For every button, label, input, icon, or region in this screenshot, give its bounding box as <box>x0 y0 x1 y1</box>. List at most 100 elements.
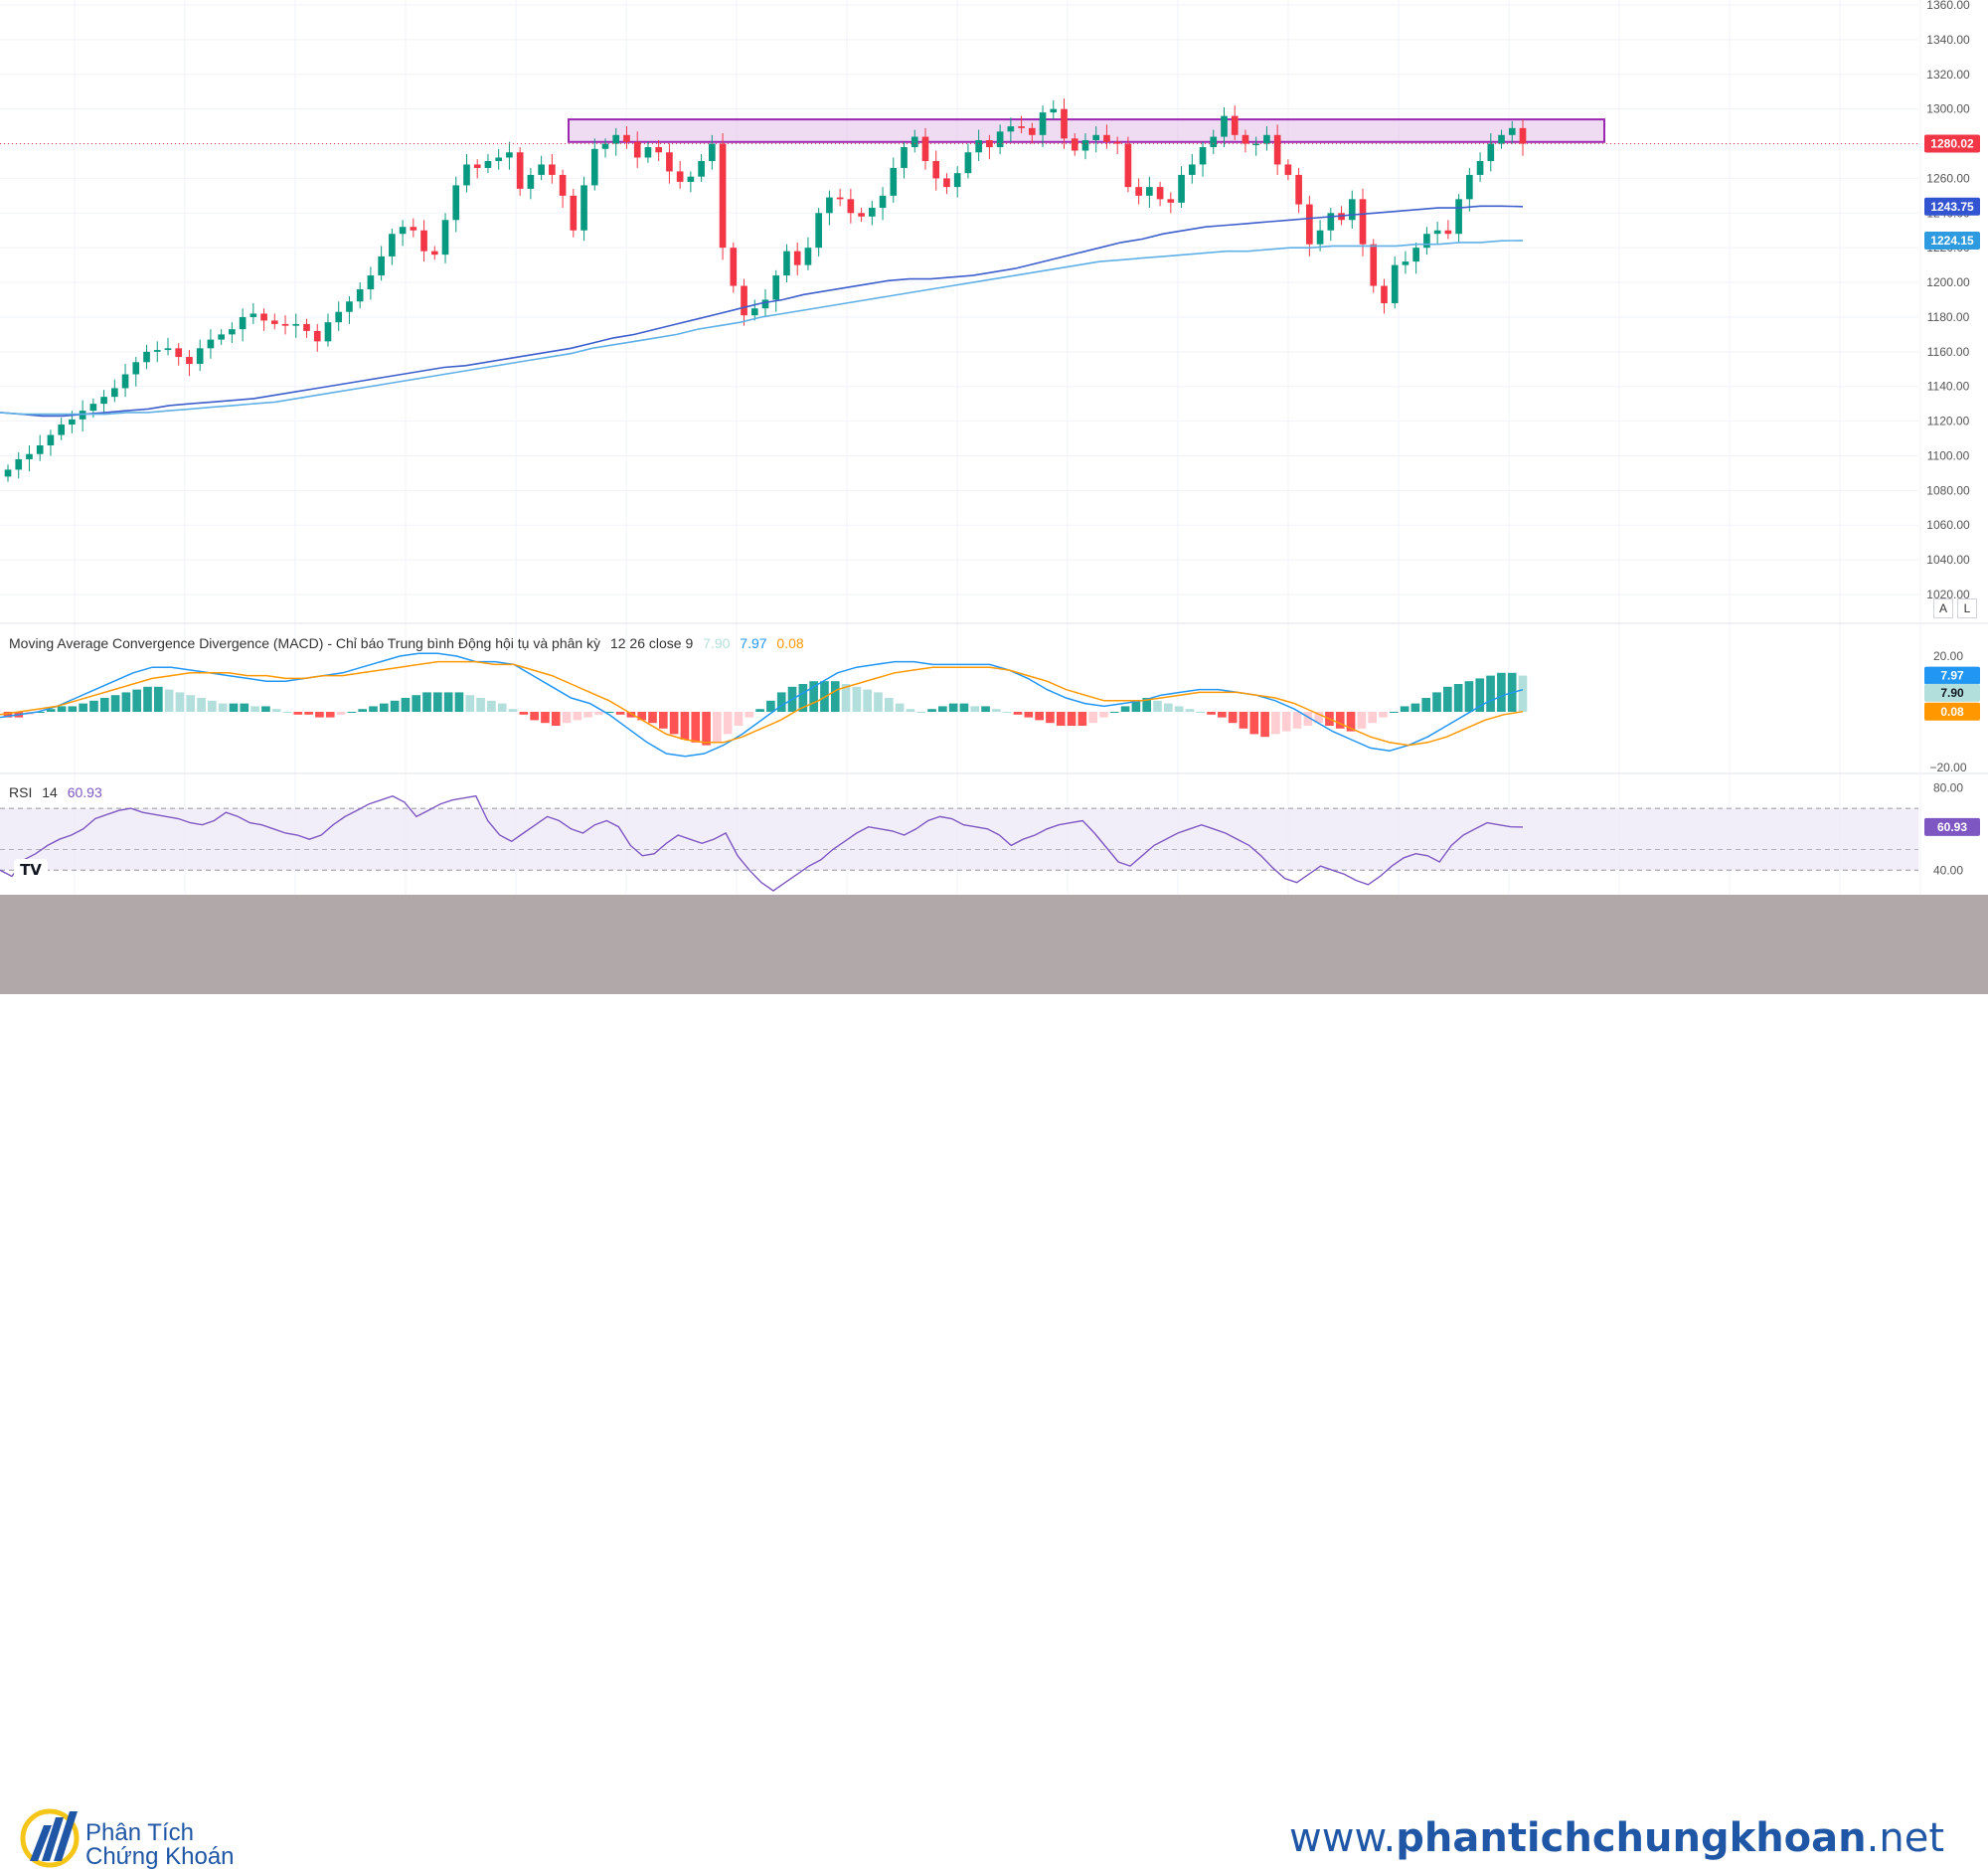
macd-histogram-bar <box>755 709 764 712</box>
candle-down <box>1135 187 1142 196</box>
macd-histogram-bar <box>208 700 217 712</box>
macd-histogram-bar <box>132 689 142 712</box>
candle-up <box>399 227 407 235</box>
macd-histogram-bar <box>358 709 368 712</box>
macd-value-badge-text: 7.97 <box>1940 669 1964 683</box>
macd-histogram-bar <box>3 712 13 718</box>
macd-histogram-bar <box>465 695 475 712</box>
candle-down <box>570 195 578 231</box>
candle-up <box>1221 115 1228 137</box>
candle-down <box>1124 143 1132 188</box>
candle-down <box>633 141 641 158</box>
macd-histogram-bar <box>79 703 87 712</box>
macd-histogram-bar <box>390 700 400 712</box>
auto-scale-button[interactable]: A <box>1933 598 1953 618</box>
macd-histogram-bar <box>261 706 270 712</box>
candle-up <box>698 160 705 177</box>
macd-title: Moving Average Convergence Divergence (M… <box>9 635 601 651</box>
candle-up <box>804 248 812 265</box>
candle-up <box>1348 199 1356 221</box>
macd-histogram-bar <box>906 709 915 712</box>
macd-histogram-bar <box>1099 712 1108 718</box>
macd-histogram-bar <box>583 712 592 718</box>
macd-histogram-bar <box>164 689 174 712</box>
macd-value-macd: 7.97 <box>740 635 767 651</box>
macd-histogram-bar <box>959 703 969 712</box>
price-axis-tick-label: 1200.00 <box>1926 275 1970 289</box>
moving-average-line-2 <box>0 240 1524 416</box>
price-axis-tick-label: 1140.00 <box>1927 380 1970 394</box>
ma2-value-badge-text: 1224.15 <box>1930 234 1974 248</box>
macd-histogram-bar <box>1432 692 1441 712</box>
rsi-axis-tick-label: 80.00 <box>1933 780 1963 794</box>
ma1-value-badge-bg <box>1924 197 1980 216</box>
candle-down <box>473 164 481 168</box>
macd-histogram-bar <box>143 686 152 712</box>
candle-up <box>1092 134 1100 141</box>
price-axis-tick-label: 1320.00 <box>1926 68 1970 82</box>
candle-up <box>1466 174 1473 200</box>
macd-histogram-bar <box>1475 678 1485 712</box>
candle-up <box>292 323 300 326</box>
candle-up <box>601 143 609 149</box>
candle-up <box>1146 187 1153 196</box>
candle-down <box>921 136 929 161</box>
macd-histogram-bar <box>443 692 453 712</box>
candle-up <box>1327 213 1335 231</box>
candle-up <box>249 313 257 317</box>
macd-histogram-bar <box>175 692 185 712</box>
candle-up <box>709 143 716 161</box>
candle-up <box>207 339 215 349</box>
macd-histogram-bar <box>1357 712 1367 729</box>
candle-up <box>15 458 23 470</box>
candle-up <box>132 362 140 375</box>
candle-up <box>772 275 780 300</box>
last-price-badge: 1280.02 <box>1924 134 1980 153</box>
chart-area: 1360.001340.001320.001300.001280.001260.… <box>0 0 1988 895</box>
price-axis-tick-label: 1040.00 <box>1926 553 1970 567</box>
candle-up <box>964 152 972 174</box>
candle-up <box>4 469 12 477</box>
macd-histogram-bar <box>229 703 239 712</box>
macd-histogram-bar <box>1281 712 1291 732</box>
candle-down <box>1519 127 1527 144</box>
macd-histogram-bar <box>1453 684 1463 712</box>
candle-down <box>516 152 524 189</box>
candle-up <box>612 134 620 144</box>
macd-histogram-bar <box>863 689 873 712</box>
macd-histogram-bar <box>271 709 281 712</box>
macd-histogram-bar <box>153 686 163 712</box>
macd-histogram-bar <box>487 700 496 712</box>
candle-up <box>110 388 118 398</box>
candle-down <box>1273 134 1281 165</box>
macd-histogram-bar <box>1185 709 1195 712</box>
candle-down <box>270 320 278 324</box>
candle-down <box>1284 164 1292 175</box>
candle-up <box>100 397 107 405</box>
macd-value-badge: 7.97 <box>1924 666 1980 685</box>
candle-up <box>644 147 652 158</box>
macd-histogram-bar <box>573 712 582 721</box>
candle-up <box>879 195 887 209</box>
candle-up <box>143 351 150 363</box>
macd-histogram-bar <box>669 712 679 735</box>
macd-histogram-bar <box>401 698 411 712</box>
log-scale-button[interactable]: L <box>1957 598 1977 618</box>
candle-down <box>623 134 630 142</box>
candle-down <box>730 248 738 286</box>
candle-up <box>1433 230 1441 235</box>
last-price-badge-text: 1280.02 <box>1930 136 1974 150</box>
candle-down <box>943 178 950 188</box>
macd-histogram-bar <box>454 692 464 712</box>
macd-histogram-bar <box>562 712 572 724</box>
histogram-value-badge-bg <box>1924 683 1980 702</box>
candle-up <box>26 453 33 459</box>
rsi-legend: RSI 14 60.93 <box>9 784 108 800</box>
candle-down <box>1028 127 1036 135</box>
macd-histogram-bar <box>347 712 357 713</box>
candle-down <box>260 313 267 321</box>
candle-up <box>1487 143 1495 161</box>
macd-histogram-bar <box>938 706 947 712</box>
candle-up <box>153 350 161 352</box>
candle-up <box>826 197 833 214</box>
